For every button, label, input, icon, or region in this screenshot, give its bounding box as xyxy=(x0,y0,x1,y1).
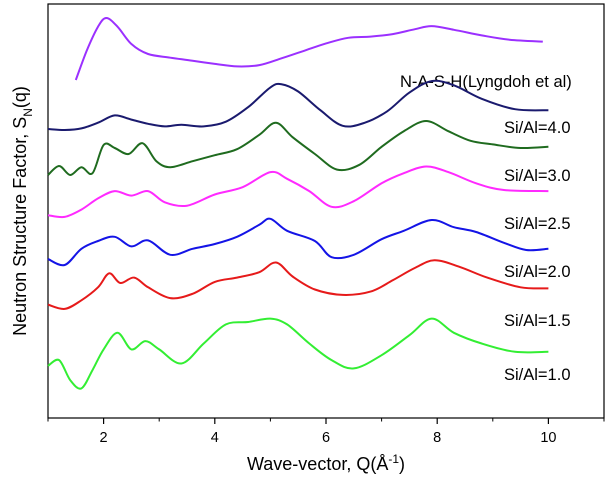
series-line xyxy=(47,217,549,267)
series-line xyxy=(47,165,549,219)
y-axis-title: Neutron Structure Factor, SN(q) xyxy=(10,86,35,336)
series-line xyxy=(47,120,549,176)
x-tick-label: 6 xyxy=(322,430,330,446)
x-tick-label: 2 xyxy=(100,430,108,446)
series-label: Si/Al=1.0 xyxy=(504,366,571,384)
y-axis-title-subscript: N xyxy=(21,108,35,117)
series-group: N-A-S-H(Lyngdoh et al) Si/Al=4.0 Si/Al=3.0… xyxy=(47,17,572,390)
series-line xyxy=(47,259,549,310)
x-axis-title: Wave-vector, Q(Å-1) xyxy=(247,452,405,474)
x-axis-title-superscript: -1 xyxy=(388,452,399,466)
series-label: Si/Al=1.5 xyxy=(504,312,571,330)
series-line xyxy=(74,17,543,81)
series-label: N-A-S-H(Lyngdoh et al) xyxy=(400,73,572,91)
series-label: Si/Al=4.0 xyxy=(504,119,571,137)
series-line xyxy=(47,317,549,390)
x-tick-label: 8 xyxy=(433,430,441,446)
series-label: Si/Al=2.0 xyxy=(504,263,571,281)
series-label: Si/Al=2.5 xyxy=(504,215,571,233)
x-tick-label: 4 xyxy=(211,430,219,446)
series-label: Si/Al=3.0 xyxy=(504,167,571,185)
series-line xyxy=(47,79,549,132)
x-tick-label: 10 xyxy=(540,430,556,446)
x-axis: 2 4 6 8 10 xyxy=(47,418,605,446)
